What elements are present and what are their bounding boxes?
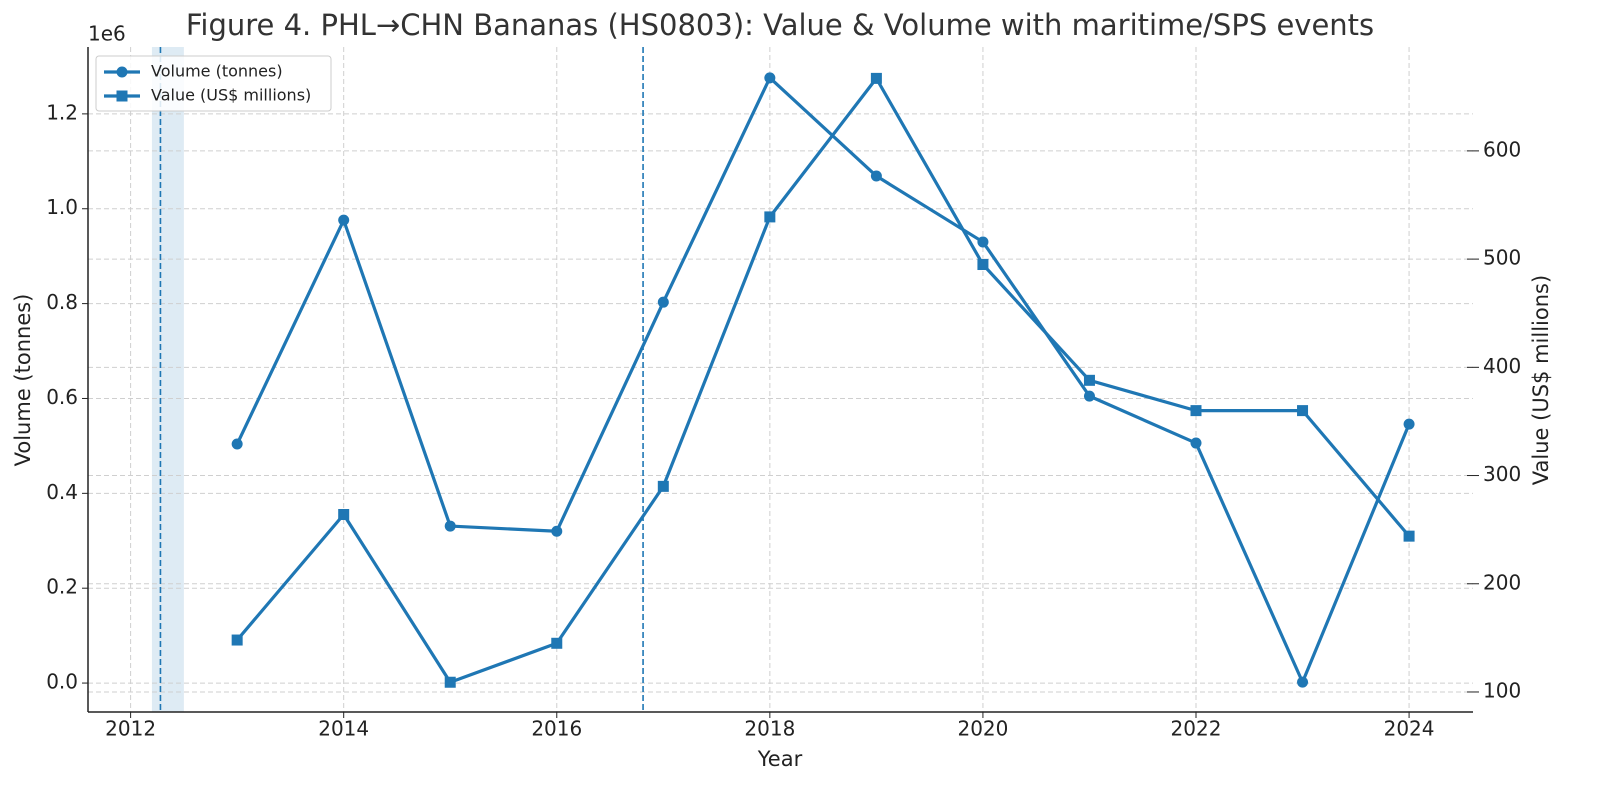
legend-label: Volume (tonnes) bbox=[151, 62, 283, 81]
marker bbox=[1403, 530, 1415, 542]
y-tick-label: 1.0 bbox=[46, 195, 78, 219]
marker bbox=[1297, 405, 1309, 417]
y2-tick-label: 500 bbox=[1483, 246, 1521, 270]
marker bbox=[870, 72, 882, 84]
marker bbox=[231, 438, 243, 450]
y2-tick-label: 600 bbox=[1483, 137, 1521, 161]
legend-label: Value (US$ millions) bbox=[151, 86, 311, 105]
x-axis-label: Year bbox=[757, 747, 803, 771]
marker bbox=[551, 637, 563, 649]
marker bbox=[764, 72, 776, 84]
y-tick-label: 0.2 bbox=[46, 575, 78, 599]
y-offset-label: 1e6 bbox=[88, 22, 126, 46]
y2-axis-label: Value (US$ millions) bbox=[1529, 275, 1553, 485]
marker bbox=[231, 634, 243, 646]
chart-title: Figure 4. PHL→CHN Bananas (HS0803): Valu… bbox=[186, 8, 1374, 42]
y-axis-label: Volume (tonnes) bbox=[11, 294, 35, 467]
x-tick-label: 2014 bbox=[318, 717, 369, 741]
x-tick-label: 2016 bbox=[531, 717, 582, 741]
marker bbox=[657, 296, 669, 308]
marker bbox=[116, 90, 128, 102]
marker bbox=[551, 525, 563, 537]
series-line bbox=[235, 76, 1411, 684]
legend-box bbox=[95, 55, 332, 112]
marker bbox=[1297, 676, 1309, 688]
marker bbox=[1083, 374, 1095, 386]
y-tick-label: 0.6 bbox=[46, 385, 78, 409]
event-span bbox=[151, 47, 184, 712]
y-tick-label: 0.0 bbox=[46, 670, 78, 694]
marker bbox=[764, 211, 776, 223]
x-tick-label: 2012 bbox=[105, 717, 156, 741]
x-tick-label: 2018 bbox=[744, 717, 795, 741]
marker bbox=[1190, 405, 1202, 417]
series-line bbox=[235, 76, 1411, 684]
marker bbox=[338, 214, 350, 226]
marker bbox=[977, 259, 989, 271]
y2-tick-label: 100 bbox=[1483, 678, 1521, 702]
x-tick-label: 2024 bbox=[1384, 717, 1435, 741]
marker bbox=[1403, 418, 1415, 430]
legend: Volume (tonnes) Value (US$ millions) bbox=[95, 55, 332, 112]
y-tick-label: 0.4 bbox=[46, 480, 78, 504]
y-tick-label: 0.8 bbox=[46, 290, 78, 314]
marker bbox=[977, 236, 989, 248]
marker bbox=[1190, 437, 1202, 449]
marker bbox=[116, 66, 128, 78]
y-tick-label: 1.2 bbox=[46, 100, 78, 124]
marker bbox=[338, 509, 350, 521]
x-tick-label: 2022 bbox=[1171, 717, 1222, 741]
marker bbox=[444, 676, 456, 688]
marker bbox=[444, 520, 456, 532]
y2-tick-label: 400 bbox=[1483, 354, 1521, 378]
x-tick-label: 2020 bbox=[957, 717, 1008, 741]
marker bbox=[1083, 390, 1095, 402]
marker bbox=[870, 170, 882, 182]
marker bbox=[657, 480, 669, 492]
y2-tick-label: 300 bbox=[1483, 462, 1521, 486]
y2-tick-label: 200 bbox=[1483, 570, 1521, 594]
